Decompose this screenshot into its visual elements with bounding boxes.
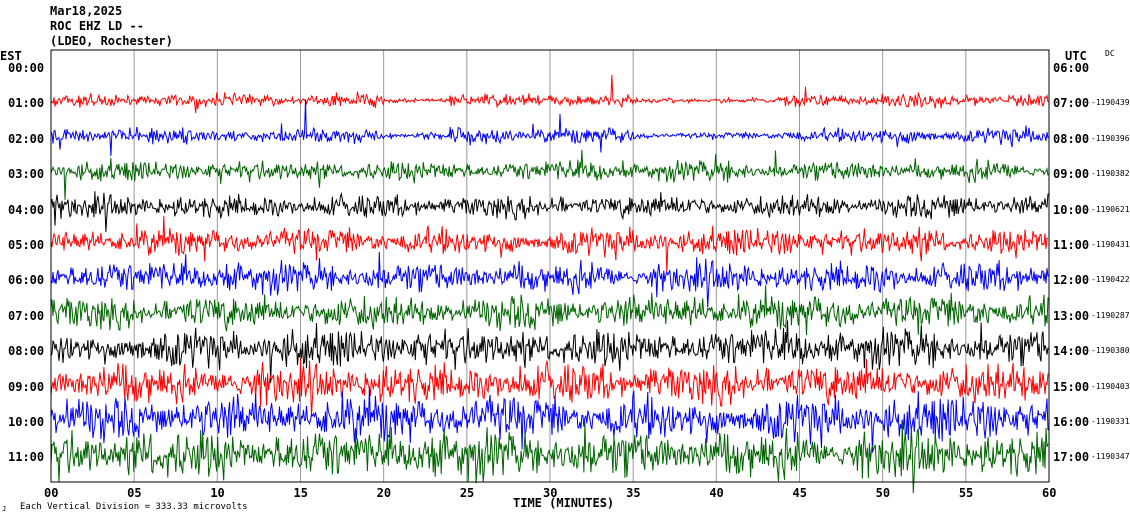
est-tick-label: 11:00 bbox=[8, 450, 45, 465]
utc-tick-label: 15:00 bbox=[1053, 379, 1090, 394]
utc-tick-label: 07:00 bbox=[1053, 96, 1090, 111]
x-axis-label: TIME (MINUTES) bbox=[513, 496, 615, 510]
trace-0800 bbox=[50, 320, 1049, 384]
network-label: (LDEO, Rochester) bbox=[50, 34, 173, 48]
trace-1000 bbox=[50, 386, 1049, 453]
dc-offset-label: -1190621 bbox=[1091, 204, 1130, 214]
x-tick-label: 30 bbox=[543, 486, 558, 500]
est-tick-label: 02:00 bbox=[8, 131, 45, 146]
trace-0500 bbox=[50, 215, 1049, 273]
utc-tick-label: 12:00 bbox=[1053, 273, 1090, 288]
scale-note: Each Vertical Division = 333.33 microvol… bbox=[20, 502, 248, 512]
trace-0200 bbox=[50, 99, 1049, 157]
dc-offset-label: -1190347 bbox=[1091, 452, 1130, 462]
dc-offset-label: -1190380 bbox=[1091, 346, 1130, 356]
est-axis-title: EST bbox=[0, 49, 22, 63]
dc-offset-label: -1190403 bbox=[1091, 381, 1130, 391]
station-label: ROC EHZ LD -- bbox=[50, 19, 144, 33]
x-tick-label: 60 bbox=[1042, 486, 1057, 500]
corner-mark: J bbox=[2, 505, 7, 513]
dc-offset-label: -1190287 bbox=[1091, 310, 1130, 320]
dc-offset-label: -1190431 bbox=[1091, 240, 1130, 249]
est-tick-label: 07:00 bbox=[8, 308, 45, 323]
x-tick-label: 55 bbox=[958, 486, 974, 500]
x-tick-label: 25 bbox=[459, 486, 475, 500]
plot-frame bbox=[50, 49, 1050, 483]
est-tick-label: 01:00 bbox=[8, 96, 45, 111]
trace-0600 bbox=[50, 251, 1049, 308]
est-tick-label: 04:00 bbox=[8, 202, 45, 217]
x-tick-label: 00 bbox=[44, 486, 59, 500]
x-tick-label: 10 bbox=[210, 486, 225, 500]
utc-tick-label: 11:00 bbox=[1053, 238, 1090, 252]
est-tick-label: 08:00 bbox=[8, 344, 45, 359]
x-tick-label: 15 bbox=[293, 486, 308, 500]
trace-0900 bbox=[50, 357, 1049, 417]
trace-0100 bbox=[50, 74, 1049, 114]
est-tick-label: 06:00 bbox=[8, 273, 45, 288]
utc-tick-label: 17:00 bbox=[1053, 450, 1090, 465]
dc-offset-label: -1190396 bbox=[1091, 133, 1130, 143]
x-tick-label: 20 bbox=[376, 486, 392, 500]
dc-offset-label: -1190382 bbox=[1091, 169, 1130, 179]
trace-1100 bbox=[50, 422, 1049, 494]
est-tick-label: 03:00 bbox=[8, 167, 45, 182]
utc-tick-label: 16:00 bbox=[1053, 415, 1090, 429]
date-label: Mar18,2025 bbox=[50, 4, 123, 18]
dc-label: DC bbox=[1105, 49, 1115, 58]
est-tick-label: 09:00 bbox=[8, 379, 45, 394]
trace-0700 bbox=[50, 285, 1049, 336]
dc-offset-label: -1190439 bbox=[1091, 98, 1130, 108]
utc-axis-title: UTC bbox=[1065, 49, 1087, 63]
x-tick-label: 50 bbox=[875, 486, 891, 500]
x-tick-label: 40 bbox=[709, 486, 724, 500]
x-tick-label: 05 bbox=[127, 486, 142, 500]
est-tick-label: 05:00 bbox=[8, 238, 45, 252]
utc-tick-label: 10:00 bbox=[1053, 202, 1090, 217]
est-tick-label: 00:00 bbox=[8, 61, 45, 75]
dc-offset-label: -1190422 bbox=[1091, 275, 1130, 285]
utc-tick-label: 06:00 bbox=[1053, 61, 1090, 75]
trace-0300 bbox=[50, 149, 1049, 200]
utc-tick-label: 13:00 bbox=[1053, 308, 1090, 323]
x-tick-label: 35 bbox=[626, 486, 641, 500]
utc-tick-label: 14:00 bbox=[1053, 344, 1090, 359]
dc-offset-label: -1190331 bbox=[1091, 417, 1130, 426]
est-tick-label: 10:00 bbox=[8, 415, 45, 429]
utc-tick-label: 09:00 bbox=[1053, 167, 1090, 182]
utc-tick-label: 08:00 bbox=[1053, 131, 1090, 146]
x-tick-label: 45 bbox=[792, 486, 807, 500]
trace-0400 bbox=[50, 191, 1049, 233]
